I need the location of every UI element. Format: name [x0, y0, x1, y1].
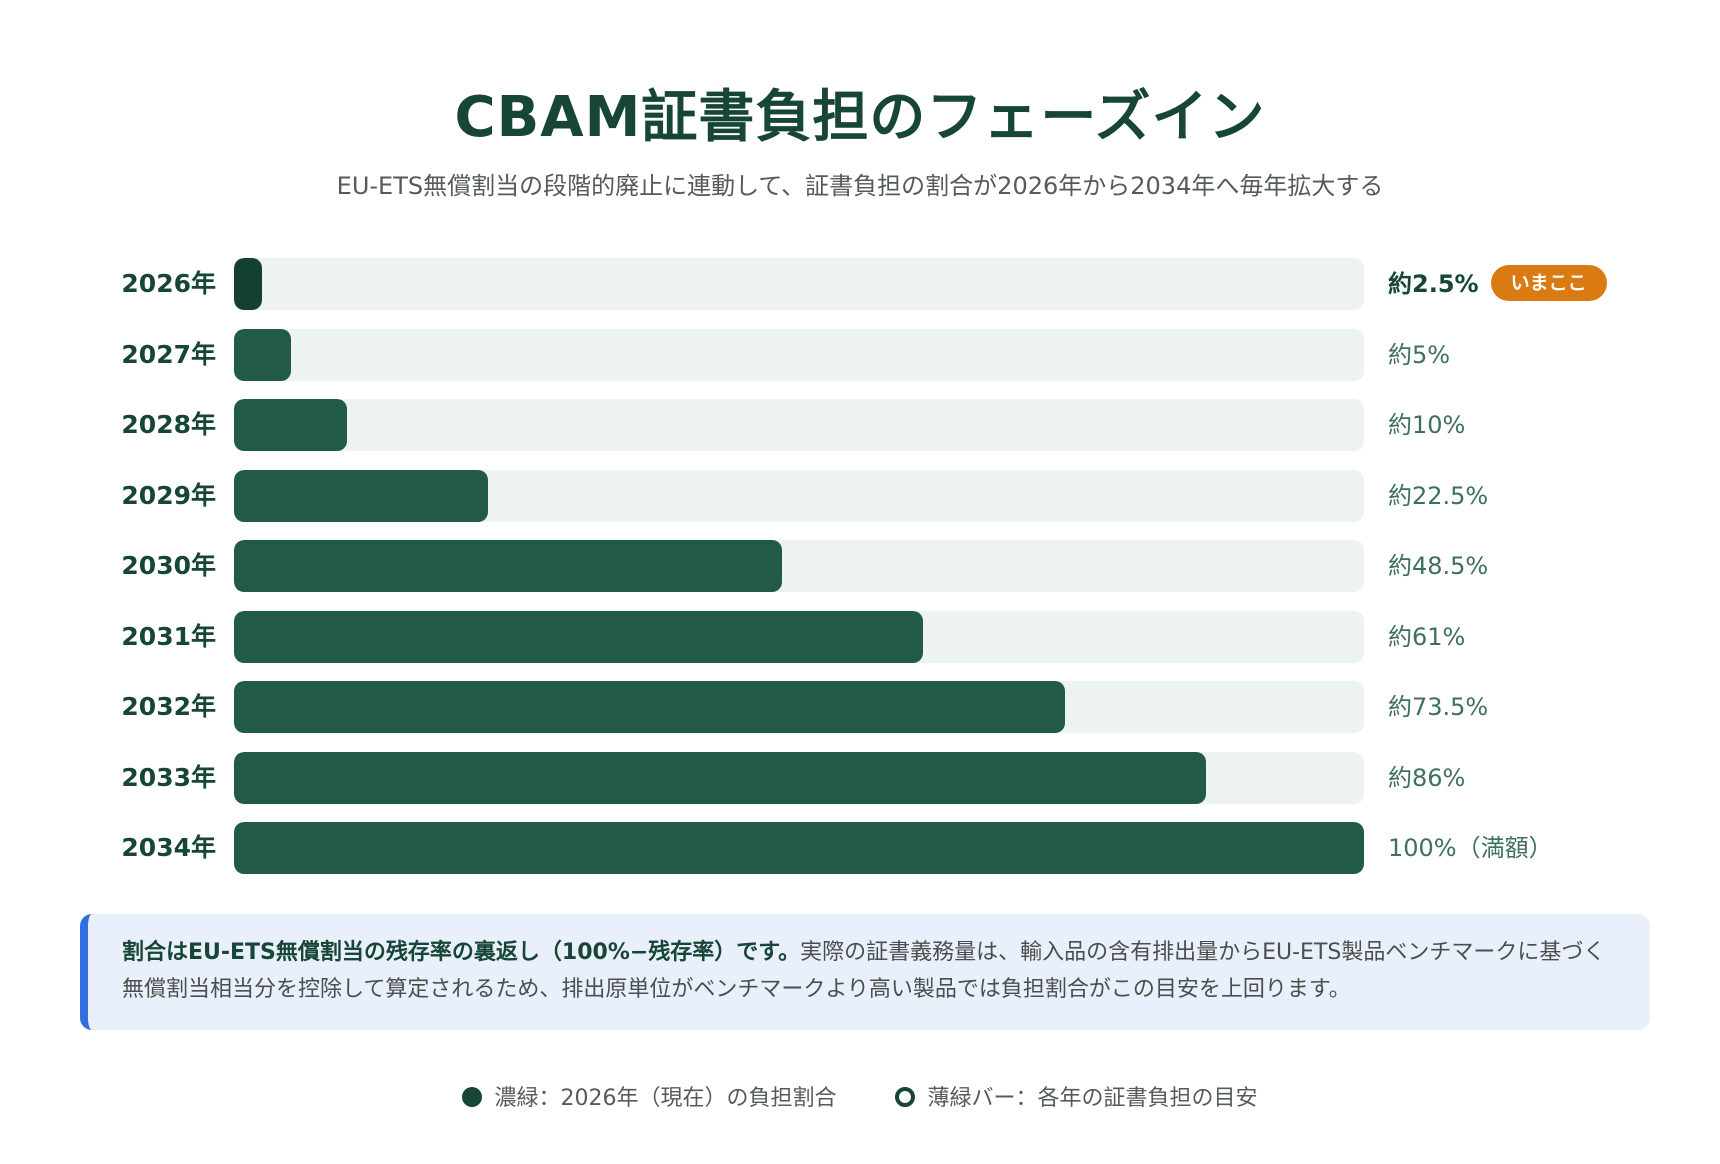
value-label: 約22.5% — [1388, 470, 1488, 522]
value-label: 約61% — [1388, 611, 1465, 663]
legend: 濃緑：2026年（現在）の負担割合 薄緑バー：各年の証書負担の目安 — [0, 1080, 1720, 1112]
legend-label-target: 薄緑バー：各年の証書負担の目安 — [927, 1086, 1258, 1111]
bar-track — [234, 258, 1364, 310]
bar-track — [234, 329, 1364, 381]
year-label: 2030年 — [121, 551, 216, 580]
bar-fill — [234, 752, 1206, 804]
year-label: 2032年 — [121, 692, 216, 721]
value-label-text: 約22.5% — [1388, 482, 1489, 510]
year-label: 2031年 — [121, 622, 216, 651]
value-label: 100%（満額） — [1388, 822, 1553, 874]
value-label: 約10% — [1388, 399, 1465, 451]
value-label-text: 約61% — [1388, 623, 1466, 651]
year-label: 2034年 — [121, 833, 216, 862]
value-label-text: 100%（満額） — [1388, 834, 1553, 862]
year-label: 2028年 — [121, 410, 216, 439]
current-year-badge: いまここ — [1490, 265, 1607, 301]
year-label: 2026年 — [121, 269, 216, 298]
bar-fill — [234, 822, 1364, 874]
value-label-text: 約48.5% — [1388, 552, 1489, 580]
bar-track — [234, 822, 1364, 874]
bar-fill — [234, 611, 924, 663]
filled-circle-icon — [462, 1087, 483, 1107]
value-label: 約2.5% いまここ — [1388, 258, 1607, 310]
value-label-text: 約2.5% — [1388, 270, 1479, 298]
page-subtitle: EU-ETS無償割当の段階的廃止に連動して、証書負担の割合が2026年から203… — [336, 172, 1384, 200]
bar-track — [234, 540, 1364, 592]
legend-item-current: 濃緑：2026年（現在）の負担割合 — [462, 1080, 836, 1112]
bar-track — [234, 611, 1364, 663]
bar-track — [234, 752, 1364, 804]
note-text: 実際の証書義務量は、輸入品の含有排出量からEU-ETS製品ベンチマークに基づく無… — [122, 940, 1606, 1002]
value-label: 約86% — [1388, 752, 1465, 804]
legend-item-target: 薄緑バー：各年の証書負担の目安 — [895, 1080, 1258, 1112]
value-label-text: 約86% — [1388, 764, 1466, 792]
bar-fill — [234, 258, 263, 310]
legend-label-current: 濃緑：2026年（現在）の負担割合 — [494, 1086, 837, 1111]
bar-fill — [234, 681, 1065, 733]
year-label: 2029年 — [121, 481, 216, 510]
bar-track — [234, 681, 1364, 733]
year-label: 2027年 — [121, 340, 216, 369]
bar-fill — [234, 329, 291, 381]
page-title: CBAM証書負担のフェーズイン — [454, 85, 1266, 150]
value-label-text: 約5% — [1388, 341, 1451, 369]
year-label: 2033年 — [121, 763, 216, 792]
value-label: 約48.5% — [1388, 540, 1488, 592]
bar-track — [234, 470, 1364, 522]
value-label-text: 約10% — [1388, 411, 1466, 439]
bar-track — [234, 399, 1364, 451]
value-label: 約73.5% — [1388, 681, 1488, 733]
bar-fill — [234, 470, 489, 522]
hollow-circle-icon — [895, 1087, 916, 1107]
note-emphasis: 割合はEU-ETS無償割当の残存率の裏返し（100%−残存率）です。 — [122, 940, 801, 965]
bar-fill — [234, 399, 347, 451]
value-label: 約5% — [1388, 329, 1450, 381]
explanation-note: 割合はEU-ETS無償割当の残存率の裏返し（100%−残存率）です。実際の証書義… — [80, 914, 1650, 1030]
value-label-text: 約73.5% — [1388, 693, 1489, 721]
bar-fill — [234, 540, 783, 592]
